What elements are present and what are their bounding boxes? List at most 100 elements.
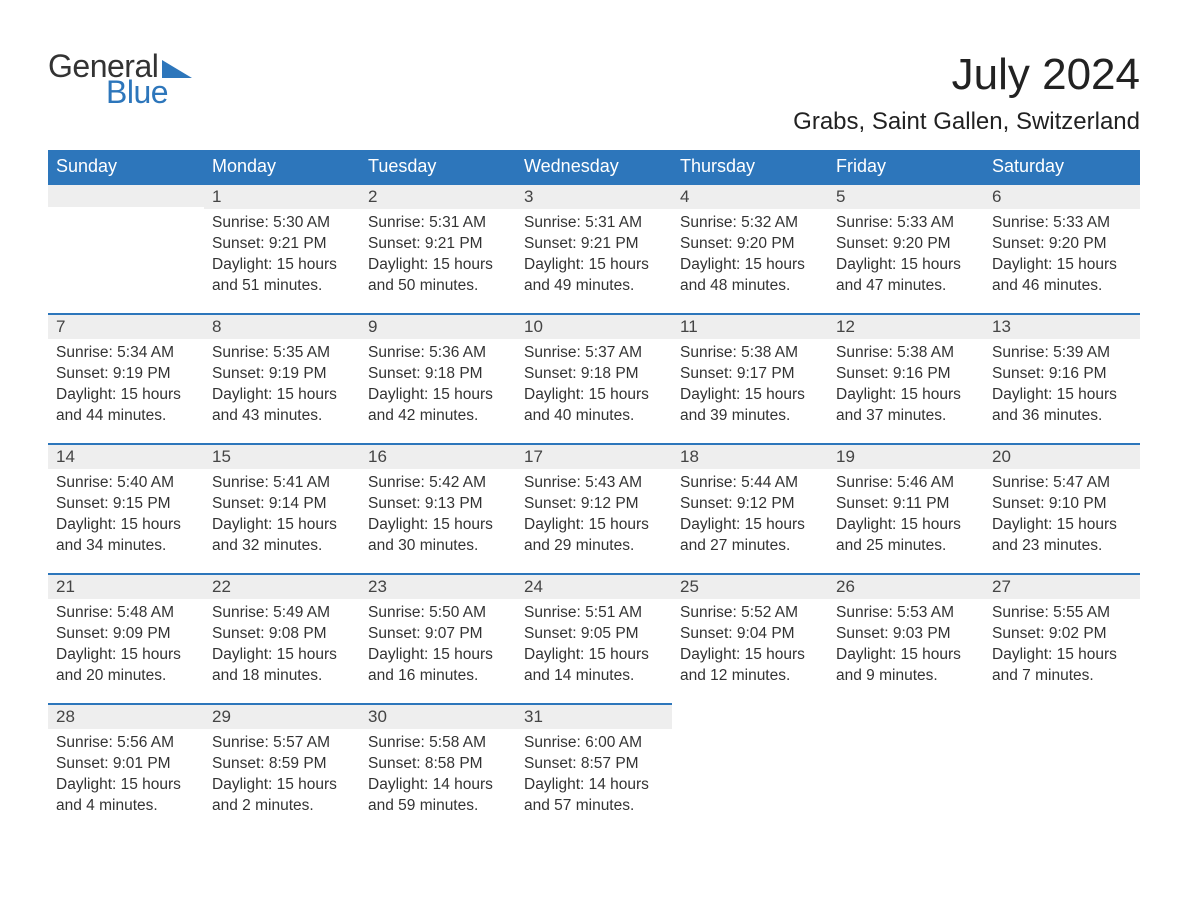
sunset-text: Sunset: 9:09 PM: [56, 624, 196, 645]
day-number: 2: [360, 183, 516, 209]
weekday-header: Monday: [204, 150, 360, 183]
sunset-text: Sunset: 9:02 PM: [992, 624, 1132, 645]
calendar-cell: 18Sunrise: 5:44 AMSunset: 9:12 PMDayligh…: [672, 443, 828, 573]
day-number: 22: [204, 573, 360, 599]
sunrise-text: Sunrise: 5:37 AM: [524, 343, 664, 364]
calendar-header-row: SundayMondayTuesdayWednesdayThursdayFrid…: [48, 150, 1140, 183]
page-title: July 2024: [793, 50, 1140, 100]
sunrise-text: Sunrise: 5:42 AM: [368, 473, 508, 494]
daylight-text: Daylight: 15 hours and 16 minutes.: [368, 645, 508, 687]
sunrise-text: Sunrise: 5:32 AM: [680, 213, 820, 234]
day-number: 13: [984, 313, 1140, 339]
calendar-cell: 26Sunrise: 5:53 AMSunset: 9:03 PMDayligh…: [828, 573, 984, 703]
day-number: 6: [984, 183, 1140, 209]
calendar-week-row: 28Sunrise: 5:56 AMSunset: 9:01 PMDayligh…: [48, 703, 1140, 833]
sunset-text: Sunset: 9:21 PM: [368, 234, 508, 255]
sunset-text: Sunset: 9:21 PM: [212, 234, 352, 255]
calendar-cell: [672, 703, 828, 833]
day-details: Sunrise: 5:33 AMSunset: 9:20 PMDaylight:…: [984, 209, 1140, 303]
sunset-text: Sunset: 9:05 PM: [524, 624, 664, 645]
day-number: 24: [516, 573, 672, 599]
day-details: Sunrise: 5:44 AMSunset: 9:12 PMDaylight:…: [672, 469, 828, 563]
sunrise-text: Sunrise: 5:49 AM: [212, 603, 352, 624]
weekday-header: Saturday: [984, 150, 1140, 183]
sunset-text: Sunset: 9:20 PM: [992, 234, 1132, 255]
calendar-cell: 29Sunrise: 5:57 AMSunset: 8:59 PMDayligh…: [204, 703, 360, 833]
calendar-cell: 25 Sunrise: 5:52 AMSunset: 9:04 PMDayligh…: [672, 573, 828, 703]
day-number: 17: [516, 443, 672, 469]
daylight-text: Daylight: 15 hours and 44 minutes.: [56, 385, 196, 427]
sunrise-text: Sunrise: 5:40 AM: [56, 473, 196, 494]
sunrise-text: Sunrise: 5:56 AM: [56, 733, 196, 754]
calendar-cell: 4Sunrise: 5:32 AMSunset: 9:20 PMDaylight…: [672, 183, 828, 313]
daylight-text: Daylight: 15 hours and 50 minutes.: [368, 255, 508, 297]
day-number: 25: [672, 573, 828, 599]
sunrise-text: Sunrise: 5:33 AM: [992, 213, 1132, 234]
weekday-header: Thursday: [672, 150, 828, 183]
sunset-text: Sunset: 9:15 PM: [56, 494, 196, 515]
day-details: Sunrise: 5:51 AMSunset: 9:05 PMDaylight:…: [516, 599, 672, 693]
day-number: 15: [204, 443, 360, 469]
weekday-header: Wednesday: [516, 150, 672, 183]
sunrise-text: Sunrise: 5:31 AM: [368, 213, 508, 234]
calendar-cell: 30Sunrise: 5:58 AMSunset: 8:58 PMDayligh…: [360, 703, 516, 833]
day-number: 11: [672, 313, 828, 339]
sunset-text: Sunset: 8:59 PM: [212, 754, 352, 775]
daylight-text: Daylight: 15 hours and 2 minutes.: [212, 775, 352, 817]
daylight-text: Daylight: 15 hours and 12 minutes.: [680, 645, 820, 687]
sunrise-text: Sunrise: 5:41 AM: [212, 473, 352, 494]
day-details: Sunrise: 5:40 AMSunset: 9:15 PMDaylight:…: [48, 469, 204, 563]
day-number: 10: [516, 313, 672, 339]
calendar-cell: 16Sunrise: 5:42 AMSunset: 9:13 PMDayligh…: [360, 443, 516, 573]
day-number: 26: [828, 573, 984, 599]
calendar-cell: 20Sunrise: 5:47 AMSunset: 9:10 PMDayligh…: [984, 443, 1140, 573]
sunrise-text: Sunrise: 5:30 AM: [212, 213, 352, 234]
calendar-cell: 22Sunrise: 5:49 AMSunset: 9:08 PMDayligh…: [204, 573, 360, 703]
location-subtitle: Grabs, Saint Gallen, Switzerland: [793, 108, 1140, 136]
calendar-cell: [48, 183, 204, 313]
calendar-week-row: 1Sunrise: 5:30 AMSunset: 9:21 PMDaylight…: [48, 183, 1140, 313]
sunrise-text: Sunrise: 5:43 AM: [524, 473, 664, 494]
sunset-text: Sunset: 9:16 PM: [992, 364, 1132, 385]
weekday-header: Sunday: [48, 150, 204, 183]
calendar-week-row: 21Sunrise: 5:48 AMSunset: 9:09 PMDayligh…: [48, 573, 1140, 703]
day-details: Sunrise: 5:57 AMSunset: 8:59 PMDaylight:…: [204, 729, 360, 823]
day-details: Sunrise: 5:43 AMSunset: 9:12 PMDaylight:…: [516, 469, 672, 563]
daylight-text: Daylight: 15 hours and 42 minutes.: [368, 385, 508, 427]
sunset-text: Sunset: 9:17 PM: [680, 364, 820, 385]
daylight-text: Daylight: 15 hours and 34 minutes.: [56, 515, 196, 557]
daylight-text: Daylight: 15 hours and 43 minutes.: [212, 385, 352, 427]
sunset-text: Sunset: 9:19 PM: [56, 364, 196, 385]
day-number: 7: [48, 313, 204, 339]
day-number: 27: [984, 573, 1140, 599]
calendar-cell: 13Sunrise: 5:39 AMSunset: 9:16 PMDayligh…: [984, 313, 1140, 443]
sunrise-text: Sunrise: 5:52 AM: [680, 603, 820, 624]
day-details: Sunrise: 5:58 AMSunset: 8:58 PMDaylight:…: [360, 729, 516, 823]
day-number: 14: [48, 443, 204, 469]
sunset-text: Sunset: 9:12 PM: [524, 494, 664, 515]
sunrise-text: Sunrise: 5:44 AM: [680, 473, 820, 494]
sunrise-text: Sunrise: 5:33 AM: [836, 213, 976, 234]
day-details: Sunrise: 5:30 AMSunset: 9:21 PMDaylight:…: [204, 209, 360, 303]
daylight-text: Daylight: 15 hours and 47 minutes.: [836, 255, 976, 297]
sunset-text: Sunset: 9:04 PM: [680, 624, 820, 645]
sunrise-text: Sunrise: 5:39 AM: [992, 343, 1132, 364]
day-number: 18: [672, 443, 828, 469]
sunrise-text: Sunrise: 5:36 AM: [368, 343, 508, 364]
sunset-text: Sunset: 9:18 PM: [368, 364, 508, 385]
sunrise-text: Sunrise: 5:46 AM: [836, 473, 976, 494]
day-number: 21: [48, 573, 204, 599]
calendar-cell: 19Sunrise: 5:46 AMSunset: 9:11 PMDayligh…: [828, 443, 984, 573]
day-details: Sunrise: 5:35 AMSunset: 9:19 PMDaylight:…: [204, 339, 360, 433]
calendar-week-row: 14Sunrise: 5:40 AMSunset: 9:15 PMDayligh…: [48, 443, 1140, 573]
calendar-cell: 9Sunrise: 5:36 AMSunset: 9:18 PMDaylight…: [360, 313, 516, 443]
sunrise-text: Sunrise: 5:35 AM: [212, 343, 352, 364]
sunrise-text: Sunrise: 5:53 AM: [836, 603, 976, 624]
sunrise-text: Sunrise: 5:31 AM: [524, 213, 664, 234]
daylight-text: Daylight: 15 hours and 49 minutes.: [524, 255, 664, 297]
daylight-text: Daylight: 15 hours and 23 minutes.: [992, 515, 1132, 557]
day-details: Sunrise: 5:50 AMSunset: 9:07 PMDaylight:…: [360, 599, 516, 693]
day-number: 12: [828, 313, 984, 339]
header: General Blue July 2024 Grabs, Saint Gall…: [48, 50, 1140, 136]
calendar-cell: 6Sunrise: 5:33 AMSunset: 9:20 PMDaylight…: [984, 183, 1140, 313]
